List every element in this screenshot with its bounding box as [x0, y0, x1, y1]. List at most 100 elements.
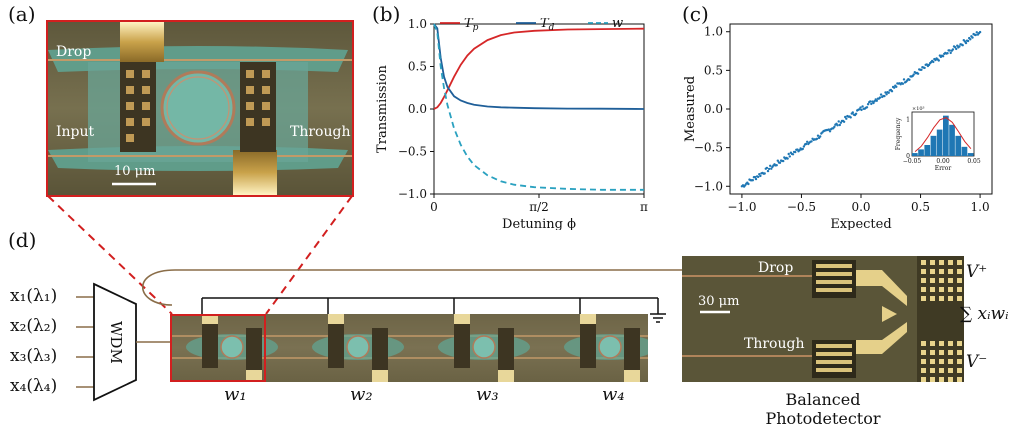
chart-c-xtick-label: −1.0 [727, 200, 756, 214]
pd-pad-cell [948, 377, 953, 382]
pd-pad-cell [957, 296, 962, 301]
inset-bar [912, 153, 918, 156]
chart-c-point [804, 142, 808, 146]
pd-pad-cell [939, 341, 944, 346]
panel-a-drop-label: Drop [56, 44, 92, 60]
pd-caption-line1: Balanced [785, 390, 861, 409]
chart-c-xtick-label: −0.5 [787, 200, 816, 214]
chart-c-point [782, 159, 785, 163]
chart-c-point [758, 173, 761, 176]
chart-c-point [901, 82, 905, 86]
chart-c-point [751, 179, 754, 182]
microring [472, 335, 496, 359]
chart-b-ytick-label: 1.0 [408, 18, 427, 31]
chart-c-point [865, 106, 869, 109]
chart-c-point [754, 177, 758, 181]
pd-pad-cell [930, 368, 935, 373]
chart-c-point [753, 175, 757, 179]
ring-array-chip [170, 314, 656, 382]
pd-pad-cell [930, 296, 935, 301]
chart-c-point [837, 120, 840, 123]
pd-pad-cell [948, 296, 953, 301]
pd-pad-cell [921, 377, 926, 382]
chart-c-xlabel: Expected [830, 217, 891, 230]
chart-c-point [961, 44, 964, 47]
chart-c-point [879, 93, 883, 96]
vplus-label: V⁺ [966, 262, 988, 282]
pd-pad-cell [939, 296, 944, 301]
chart-b-legend-label: Td [540, 18, 555, 33]
contact-pad [372, 370, 388, 382]
pd-pad-cell [930, 350, 935, 355]
heater-block [328, 318, 344, 368]
chart-c-point [747, 182, 750, 186]
microring [346, 335, 370, 359]
pd-pad-cell [930, 359, 935, 364]
chart-c-point [801, 147, 804, 151]
chart-c-point [791, 153, 795, 156]
chart-c-point [839, 121, 843, 124]
pd-pad-cell [939, 269, 944, 274]
microring [598, 335, 622, 359]
chart-c-point [908, 78, 911, 81]
contact-pad [328, 314, 344, 324]
pd-pad-cell [939, 287, 944, 292]
weight-label-2: w₂ [350, 384, 373, 405]
panel-a-tag: (a) [8, 2, 36, 26]
chart-c-point [893, 86, 896, 89]
chart-b-xlabel: Detuning ϕ [502, 217, 576, 230]
pd-pad-cell [948, 278, 953, 283]
chart-b-legend-label: w [612, 18, 623, 31]
pd-pad-cell [948, 359, 953, 364]
chart-c-point [794, 150, 797, 154]
chart-c-point [951, 48, 955, 51]
pd-caption: Balanced Photodetector [682, 390, 964, 428]
chart-b-legend-label: Tp [464, 18, 479, 33]
pd-pad-cell [930, 269, 935, 274]
chart-b-series-Tp [433, 27, 645, 110]
chart-c-points [740, 30, 982, 188]
pd-pad-cell [921, 368, 926, 373]
chart-c-point [769, 164, 772, 167]
sum-label: ∑ xᵢwᵢ [960, 304, 1009, 324]
chart-c-point [974, 33, 977, 37]
chart-c-point [866, 103, 870, 106]
pd-pad-cell [948, 269, 953, 274]
pd-pad-cell [957, 260, 962, 265]
chart-c-point [887, 91, 890, 95]
heater-block [202, 318, 218, 368]
pd-pad-cell [957, 341, 962, 346]
chart-c-point [953, 46, 957, 49]
chart-c-point [872, 101, 875, 105]
chart-c-point [802, 145, 806, 148]
pd-through-label: Through [744, 336, 805, 352]
panel-b-tag: (b) [372, 2, 401, 26]
chart-c-ytick-label: 1.0 [704, 25, 723, 39]
chart-c-point [975, 31, 978, 34]
chart-c-point [827, 128, 831, 131]
contact-pad [246, 370, 262, 382]
chart-b-ytick-label: −0.5 [398, 145, 427, 159]
pd-pad-cell [930, 287, 935, 292]
chart-c-point [786, 157, 789, 160]
inset-xtick-label: −0.05 [903, 158, 922, 165]
chart-c-point [788, 155, 791, 158]
chart-c-point [858, 108, 861, 111]
pd-pad-cell [939, 359, 944, 364]
input-label-2: x₂(λ₂) [10, 316, 58, 336]
heater-block [246, 328, 262, 378]
pd-pad-cell [921, 287, 926, 292]
chart-c-point [775, 164, 778, 167]
pd-pad-cell [921, 260, 926, 265]
chart-c-point [787, 152, 790, 156]
weight-label-3: w₃ [476, 384, 499, 405]
chart-c-point [916, 72, 920, 75]
panel-c-tag: (c) [682, 2, 709, 26]
chart-c-point [955, 47, 958, 51]
chart-c-point [948, 49, 951, 52]
pd-pad-cell [957, 359, 962, 364]
chart-c-inset: −0.05 0.00 0.05 0 1×10³ Error Frequency [895, 106, 981, 172]
pd-pad-cell [948, 341, 953, 346]
panel-a-micrograph: Drop Input Through 10 μm [46, 20, 354, 197]
